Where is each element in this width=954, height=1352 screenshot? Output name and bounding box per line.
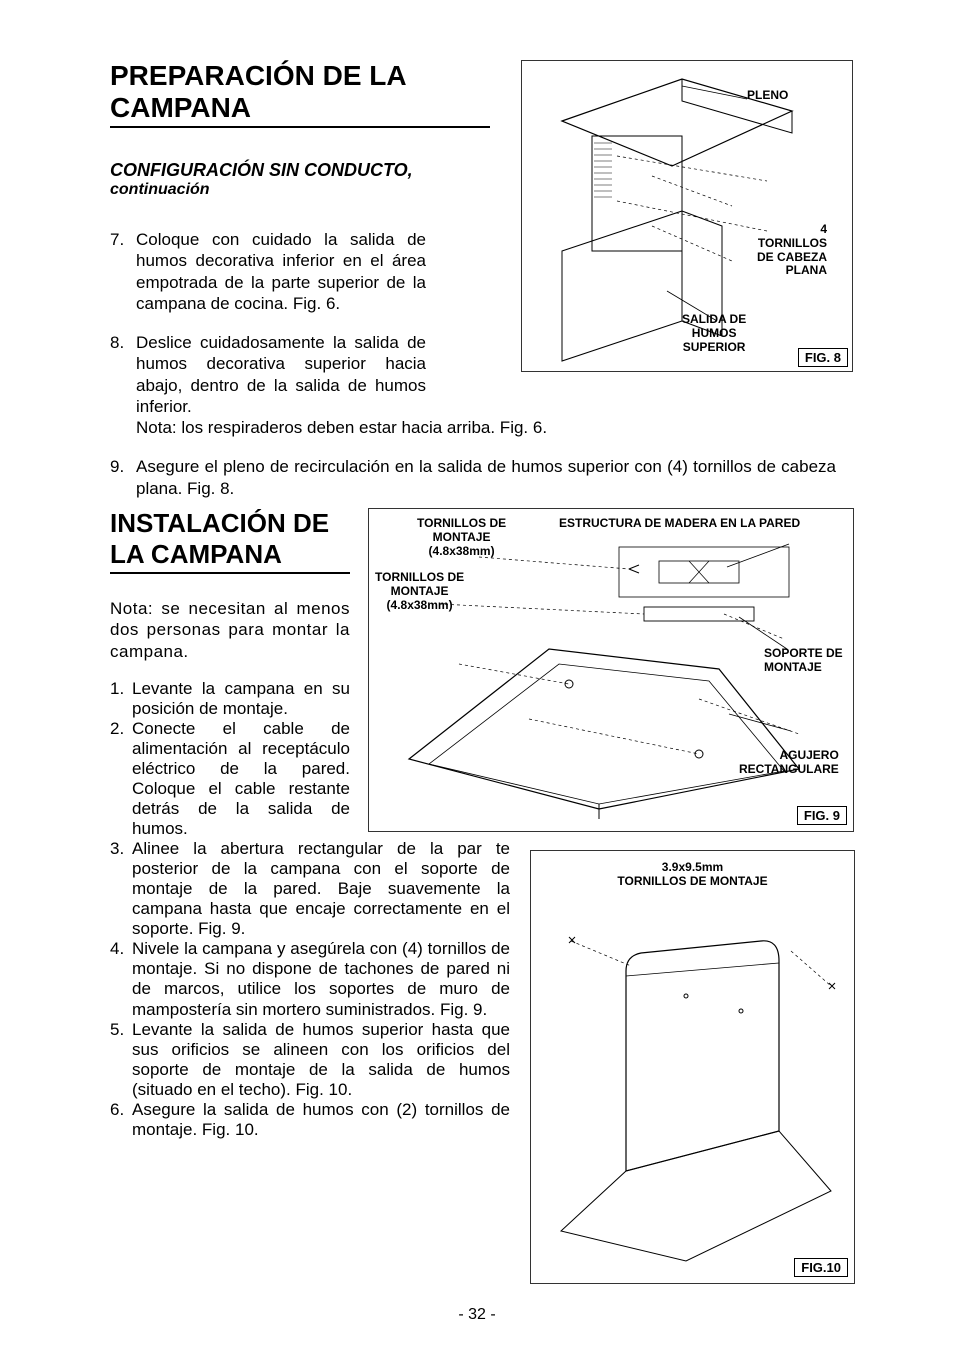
figure-9-box: TORNILLOS DE MONTAJE (4.8x38mm) TORNILLO… (368, 508, 854, 832)
list2-num-5: 5. (110, 1020, 132, 1100)
fig9-estructura-label: ESTRUCTURA DE MADERA EN LA PARED (559, 517, 800, 531)
list2-num-2: 2. (110, 719, 132, 839)
figure-10-box: 3.9x9.5mm TORNILLOS DE MONTAJE FIG.10 (530, 850, 855, 1284)
fig9-soporte-label: SOPORTE DE MONTAJE (764, 647, 843, 675)
list2-text-5: Levante la salida de humos superior hast… (132, 1020, 510, 1100)
fig9-label: FIG. 9 (797, 806, 847, 825)
list2-num-1: 1. (110, 679, 132, 719)
list2-text-2: Conecte el cable de alimentación al rece… (132, 719, 350, 839)
fig8-salida-label: SALIDA DE HUMOS SUPERIOR (682, 313, 746, 354)
list2-num-4: 4. (110, 939, 132, 1019)
section1-title: PREPARACIÓN DE LA CAMPANA (110, 60, 490, 128)
list-text-9: Asegure el pleno de recirculación en la … (136, 456, 836, 499)
section2-note: Nota: se necesitan al menos dos personas… (110, 598, 350, 662)
list2-text-4: Nivele la campana y asegúrela con (4) to… (132, 939, 510, 1019)
list-num-7: 7. (110, 229, 136, 314)
fig9-tornillos1-label: TORNILLOS DE MONTAJE (4.8x38mm) (417, 517, 506, 558)
figure-8-box: PLENO 4 TORNILLOS DE CABEZA PLANA SALIDA… (521, 60, 853, 372)
fig9-tornillos2-label: TORNILLOS DE MONTAJE (4.8x38mm) (375, 571, 464, 612)
fig10-label: FIG.10 (794, 1258, 848, 1277)
list2-text-6: Asegure la salida de humos con (2) torni… (132, 1100, 510, 1140)
page-number: - 32 - (0, 1306, 954, 1324)
list-text-7: Coloque con cuidado la salida de humos d… (136, 229, 426, 314)
list-text-8: Deslice cuidadosamente la salida de humo… (136, 332, 426, 417)
section2-title: INSTALACIÓN DE LA CAMPANA (110, 508, 350, 574)
fig8-tornillos-label: 4 TORNILLOS DE CABEZA PLANA (757, 223, 827, 278)
figure-10-svg (531, 851, 854, 1283)
fig10-tornillos-label: 3.9x9.5mm TORNILLOS DE MONTAJE (531, 861, 854, 889)
list2-num-3: 3. (110, 839, 132, 939)
fig8-label: FIG. 8 (798, 348, 848, 367)
fig8-pleno-label: PLENO (747, 89, 788, 103)
list2-text-1: Levante la campana en su posición de mon… (132, 679, 350, 719)
list2-text-3: Alinee la abertura rectangular de la par… (132, 839, 510, 939)
list-extra-8: Nota: los respiraderos deben estar hacia… (136, 417, 854, 438)
fig9-agujero-label: AGUJERO RECTANGULARE (739, 749, 839, 777)
list-num-8: 8. (110, 332, 136, 417)
list-num-9: 9. (110, 456, 136, 499)
list2-num-6: 6. (110, 1100, 132, 1140)
